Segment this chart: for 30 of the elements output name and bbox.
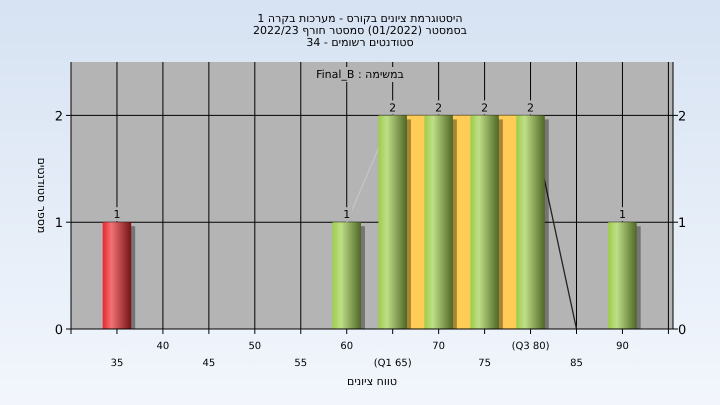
y-axis-title: מספר סטודנטים — [35, 158, 48, 234]
x-tick-label: 75 — [478, 358, 491, 369]
chart-title: היסטוגרמת ציונים בקורס - מערכות בקרה 1 — [257, 12, 463, 25]
x-tick-label: 35 — [110, 358, 124, 369]
data-label: 2 — [481, 101, 488, 114]
y2-tick-label: 2 — [678, 109, 686, 124]
y-tick-label: 2 — [54, 109, 63, 124]
x-tick-label: (Q3 80) — [512, 341, 550, 352]
data-label: 2 — [389, 101, 396, 114]
y2-tick-label: 1 — [678, 216, 686, 232]
data-label: 2 — [435, 101, 442, 114]
y2-tick-label: 0 — [678, 323, 686, 338]
annotation: במשימה : Final_B — [316, 68, 404, 81]
x-tick-label: 85 — [570, 358, 583, 369]
data-label: 1 — [618, 208, 626, 222]
data-label: 2 — [527, 101, 534, 114]
y-tick-label: 0 — [54, 323, 63, 338]
x-tick-label: 60 — [340, 341, 354, 352]
x-tick-label: 70 — [432, 341, 445, 352]
data-label: 1 — [343, 208, 350, 222]
x-tick-label: 90 — [616, 341, 629, 352]
x-tick-label: 45 — [202, 358, 216, 369]
x-axis-title: טווח ציונים — [347, 375, 397, 388]
x-tick-label: 55 — [294, 358, 308, 369]
x-tick-label: 40 — [156, 341, 170, 352]
y-tick-label: 1 — [54, 216, 63, 232]
data-label: 1 — [113, 208, 120, 222]
x-tick-label: (Q1 65) — [374, 358, 412, 369]
x-tick-label: 50 — [248, 341, 262, 352]
chart-subtitle: בסמסטר (01/2022) סמסטר חורף 2022/23 סטודנטים רשומים - 34 — [253, 24, 467, 49]
